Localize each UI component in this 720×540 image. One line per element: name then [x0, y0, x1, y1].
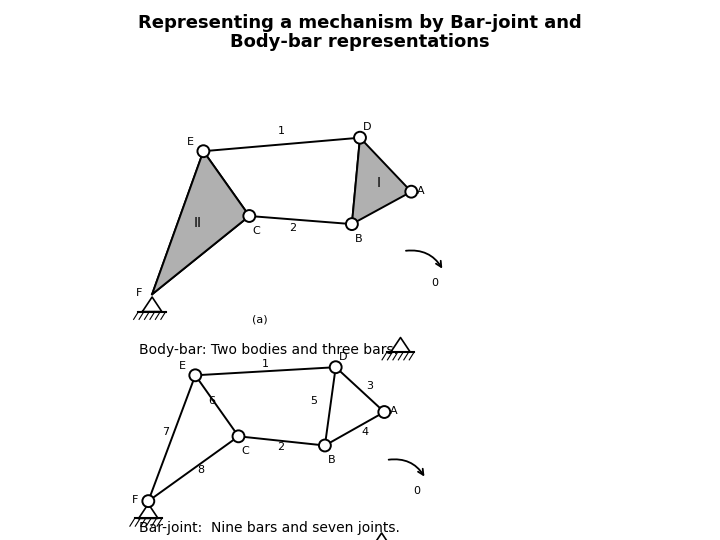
- Circle shape: [143, 495, 154, 507]
- Text: B: B: [328, 455, 336, 465]
- Text: A: A: [417, 186, 424, 195]
- Text: F: F: [136, 288, 143, 298]
- Text: E: E: [186, 137, 194, 147]
- Text: 3: 3: [366, 381, 373, 391]
- Text: 0: 0: [431, 278, 438, 288]
- Text: Body-bar: Two bodies and three bars.: Body-bar: Two bodies and three bars.: [138, 343, 397, 357]
- Text: 8: 8: [197, 465, 204, 475]
- Circle shape: [405, 186, 418, 198]
- Circle shape: [330, 361, 342, 373]
- Text: 1: 1: [278, 126, 285, 136]
- Text: 6: 6: [209, 396, 215, 406]
- Text: A: A: [390, 406, 397, 416]
- Circle shape: [346, 218, 358, 230]
- Polygon shape: [152, 151, 249, 294]
- Text: Bar-joint:  Nine bars and seven joints.: Bar-joint: Nine bars and seven joints.: [138, 521, 400, 535]
- Text: F: F: [132, 495, 138, 505]
- Text: 2: 2: [289, 223, 296, 233]
- Text: D: D: [364, 122, 372, 132]
- Circle shape: [197, 145, 210, 157]
- Text: 5: 5: [310, 396, 318, 406]
- Text: 4: 4: [362, 427, 369, 437]
- Text: 7: 7: [162, 427, 169, 437]
- Text: I: I: [377, 176, 380, 190]
- Text: 2: 2: [277, 442, 284, 451]
- Text: E: E: [179, 361, 186, 371]
- Polygon shape: [352, 138, 411, 224]
- Text: Body-bar representations: Body-bar representations: [230, 33, 490, 51]
- Text: D: D: [339, 352, 348, 362]
- Text: B: B: [355, 234, 363, 244]
- Text: II: II: [194, 216, 202, 230]
- Circle shape: [319, 440, 330, 451]
- Text: C: C: [242, 446, 250, 456]
- Circle shape: [354, 132, 366, 144]
- Text: Representing a mechanism by Bar-joint and: Representing a mechanism by Bar-joint an…: [138, 14, 582, 31]
- Circle shape: [189, 369, 202, 381]
- Text: C: C: [253, 226, 261, 236]
- Text: 0: 0: [414, 486, 420, 496]
- Circle shape: [379, 406, 390, 418]
- Circle shape: [243, 210, 256, 222]
- Text: 1: 1: [262, 359, 269, 369]
- Circle shape: [233, 430, 245, 442]
- Text: (a): (a): [252, 315, 268, 325]
